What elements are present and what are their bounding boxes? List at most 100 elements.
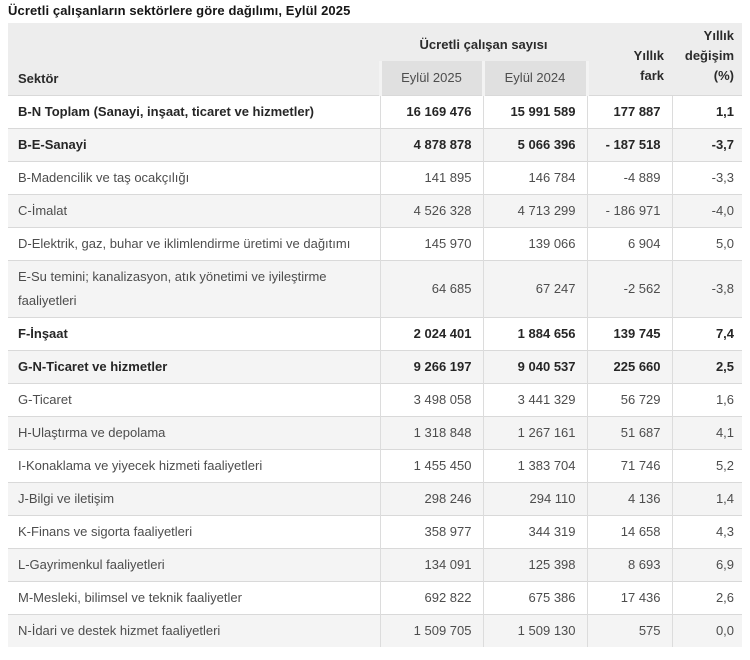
table-row: G-N-Ticaret ve hizmetler 9 266 197 9 040… (8, 349, 743, 383)
yearly-difference-cell: 71 746 (586, 448, 673, 482)
table-row: B-E-Sanayi 4 878 878 5 066 396 - 187 518… (8, 127, 743, 161)
table-row: I-Konaklama ve yiyecek hizmeti faaliyetl… (8, 448, 743, 482)
sector-name-cell: B-Madencilik ve taş ocakçılığı (8, 160, 380, 194)
sector-name-cell: G-Ticaret (8, 382, 380, 416)
value-2025-cell: 2 024 401 (379, 316, 483, 350)
value-2025-cell: 1 455 450 (379, 448, 483, 482)
sector-name-cell: B-N Toplam (Sanayi, inşaat, ticaret ve h… (8, 94, 380, 128)
yearly-change-percent-cell: -3,7 (671, 127, 743, 161)
yearly-change-percent-cell: 7,4 (671, 316, 743, 350)
yearly-difference-cell: 51 687 (586, 415, 673, 449)
value-2024-cell: 344 319 (482, 514, 588, 548)
yearly-difference-cell: 225 660 (586, 349, 673, 383)
value-2025-cell: 1 509 705 (379, 613, 483, 647)
value-2024-cell: 3 441 329 (482, 382, 588, 416)
column-header-september-2024: Eylül 2024 (481, 61, 589, 95)
yearly-difference-cell: 575 (586, 613, 673, 647)
table-body: B-N Toplam (Sanayi, inşaat, ticaret ve h… (8, 94, 743, 647)
table-row: L-Gayrimenkul faaliyetleri 134 091 125 3… (8, 547, 743, 581)
yearly-difference-cell: 139 745 (586, 316, 673, 350)
table-row: F-İnşaat 2 024 401 1 884 656 139 745 7,4 (8, 316, 743, 350)
value-2024-cell: 139 066 (482, 226, 588, 260)
value-2024-cell: 9 040 537 (482, 349, 588, 383)
value-2024-cell: 5 066 396 (482, 127, 588, 161)
table-row: M-Mesleki, bilimsel ve teknik faaliyetle… (8, 580, 743, 614)
value-2025-cell: 9 266 197 (379, 349, 483, 383)
sector-name-cell: K-Finans ve sigorta faaliyetleri (8, 514, 380, 548)
value-2024-cell: 1 267 161 (482, 415, 588, 449)
column-header-yearly-change-percent: Yıllık değişim (%) (672, 23, 743, 95)
yearly-change-percent-cell: 1,1 (671, 94, 743, 128)
table-row: N-İdari ve destek hizmet faaliyetleri 1 … (8, 613, 743, 647)
sector-name-cell: B-E-Sanayi (8, 127, 380, 161)
yearly-change-percent-cell: 1,6 (671, 382, 743, 416)
sector-name-cell: M-Mesleki, bilimsel ve teknik faaliyetle… (8, 580, 380, 614)
page-title: Ücretli çalışanların sektörlere göre dağ… (8, 3, 351, 18)
column-group-header-paid-employees: Ücretli çalışan sayısı (380, 23, 588, 61)
value-2024-cell: 1 509 130 (482, 613, 588, 647)
sector-name-cell: H-Ulaştırma ve depolama (8, 415, 380, 449)
table-row: C-İmalat 4 526 328 4 713 299 - 186 971 -… (8, 193, 743, 227)
value-2025-cell: 1 318 848 (379, 415, 483, 449)
sector-name-cell: E-Su temini; kanalizasyon, atık yönetimi… (8, 259, 380, 317)
value-2025-cell: 16 169 476 (379, 94, 483, 128)
value-2025-cell: 141 895 (379, 160, 483, 194)
sector-name-cell: F-İnşaat (8, 316, 380, 350)
sector-name-cell: N-İdari ve destek hizmet faaliyetleri (8, 613, 380, 647)
value-2025-cell: 145 970 (379, 226, 483, 260)
value-2025-cell: 358 977 (379, 514, 483, 548)
yearly-change-percent-cell: -3,3 (671, 160, 743, 194)
value-2025-cell: 298 246 (379, 481, 483, 515)
value-2024-cell: 1 383 704 (482, 448, 588, 482)
yearly-change-percent-cell: 4,3 (671, 514, 743, 548)
sector-name-cell: G-N-Ticaret ve hizmetler (8, 349, 380, 383)
sector-name-cell: D-Elektrik, gaz, buhar ve iklimlendirme … (8, 226, 380, 260)
yearly-difference-cell: - 187 518 (586, 127, 673, 161)
value-2025-cell: 4 878 878 (379, 127, 483, 161)
yearly-change-percent-cell: 5,2 (671, 448, 743, 482)
sector-name-cell: C-İmalat (8, 193, 380, 227)
sector-name-cell: L-Gayrimenkul faaliyetleri (8, 547, 380, 581)
table-row: D-Elektrik, gaz, buhar ve iklimlendirme … (8, 226, 743, 260)
value-2024-cell: 15 991 589 (482, 94, 588, 128)
table-row: B-N Toplam (Sanayi, inşaat, ticaret ve h… (8, 94, 743, 128)
yearly-change-percent-cell: 0,0 (671, 613, 743, 647)
value-2024-cell: 4 713 299 (482, 193, 588, 227)
value-2025-cell: 134 091 (379, 547, 483, 581)
yearly-difference-cell: 17 436 (586, 580, 673, 614)
sector-name-cell: J-Bilgi ve iletişim (8, 481, 380, 515)
table-header: Sektör Ücretli çalışan sayısı Yıllık far… (8, 23, 743, 95)
yearly-difference-cell: -2 562 (586, 259, 673, 317)
value-2024-cell: 125 398 (482, 547, 588, 581)
value-2024-cell: 675 386 (482, 580, 588, 614)
value-2025-cell: 692 822 (379, 580, 483, 614)
yearly-change-percent-cell: -3,8 (671, 259, 743, 317)
yearly-change-percent-cell: -4,0 (671, 193, 743, 227)
column-header-sector: Sektör (8, 23, 380, 95)
value-2025-cell: 3 498 058 (379, 382, 483, 416)
yearly-change-percent-cell: 4,1 (671, 415, 743, 449)
value-2024-cell: 294 110 (482, 481, 588, 515)
yearly-change-percent-cell: 1,4 (671, 481, 743, 515)
table-row: G-Ticaret 3 498 058 3 441 329 56 729 1,6 (8, 382, 743, 416)
table-row: E-Su temini; kanalizasyon, atık yönetimi… (8, 259, 743, 317)
sector-name-cell: I-Konaklama ve yiyecek hizmeti faaliyetl… (8, 448, 380, 482)
yearly-difference-cell: 6 904 (586, 226, 673, 260)
yearly-change-percent-cell: 2,6 (671, 580, 743, 614)
value-2024-cell: 67 247 (482, 259, 588, 317)
yearly-change-percent-cell: 6,9 (671, 547, 743, 581)
yearly-difference-cell: 177 887 (586, 94, 673, 128)
column-header-september-2025: Eylül 2025 (378, 61, 485, 95)
value-2025-cell: 4 526 328 (379, 193, 483, 227)
value-2024-cell: 1 884 656 (482, 316, 588, 350)
yearly-difference-cell: -4 889 (586, 160, 673, 194)
yearly-difference-cell: 8 693 (586, 547, 673, 581)
value-2024-cell: 146 784 (482, 160, 588, 194)
yearly-difference-cell: - 186 971 (586, 193, 673, 227)
yearly-change-percent-cell: 2,5 (671, 349, 743, 383)
yearly-difference-cell: 14 658 (586, 514, 673, 548)
table-row: K-Finans ve sigorta faaliyetleri 358 977… (8, 514, 743, 548)
yearly-change-percent-cell: 5,0 (671, 226, 743, 260)
table-row: B-Madencilik ve taş ocakçılığı 141 895 1… (8, 160, 743, 194)
yearly-difference-cell: 56 729 (586, 382, 673, 416)
